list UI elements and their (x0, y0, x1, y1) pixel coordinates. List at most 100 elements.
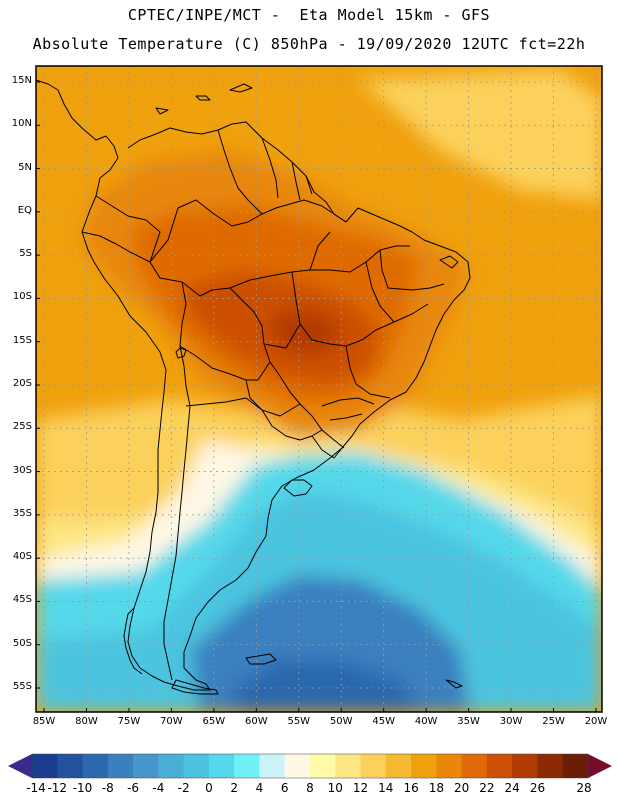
axis-ticks (36, 81, 597, 712)
colorbar-swatch (310, 754, 336, 778)
colorbar-swatch (32, 754, 58, 778)
colorbar-swatch (208, 754, 235, 778)
lat-label: 5S (19, 248, 32, 260)
lake-titicaca (175, 347, 187, 359)
colorbar-label: -2 (177, 781, 190, 795)
colorbar-label: 16 (403, 781, 419, 795)
title-line-2: Absolute Temperature (C) 850hPa - 19/09/… (32, 35, 586, 53)
field-mild-northeast (360, 70, 602, 200)
colorbar-label: -14 (26, 781, 46, 795)
lat-label: 5N (18, 161, 32, 173)
lat-label: 15S (12, 334, 32, 346)
lon-label: 80W (75, 716, 98, 727)
argentina-north-border (185, 397, 323, 441)
colorbar-label: 26 (529, 781, 546, 795)
south-georgia (445, 679, 463, 689)
colorbar-swatch (133, 754, 159, 778)
argentina-chile-border (163, 345, 191, 681)
lat-label: 30S (12, 464, 32, 476)
colorbar-swatch (562, 754, 589, 778)
colorbar-label: 2 (230, 781, 238, 795)
peru-ecuador-colombia-borders (81, 195, 161, 263)
lat-label: 35S (12, 507, 32, 519)
colorbar-swatch (360, 754, 387, 778)
caribbean-islands (155, 83, 253, 115)
lon-label: 55W (287, 716, 311, 727)
colorbar-label: -6 (127, 781, 140, 795)
colorbar-label: 22 (479, 781, 495, 795)
lon-label: 60W (244, 716, 268, 727)
south-america-outline (81, 157, 471, 691)
uruguay-border (311, 435, 343, 459)
lon-label: 85W (32, 716, 56, 727)
colorbar-swatch (385, 754, 412, 778)
colorbar-high-arrow (588, 754, 612, 778)
lon-label: 50W (329, 716, 353, 727)
central-america-coast (35, 79, 119, 159)
lon-label: 75W (117, 716, 141, 727)
lat-label: 40S (12, 551, 32, 563)
colorbar-swatch (259, 754, 286, 778)
colorbar-low-arrow (8, 754, 32, 778)
colorbar-swatch (486, 754, 513, 778)
malvinas-islands (245, 653, 277, 665)
lat-label: 15N (11, 75, 32, 86)
field-extreme-zone (270, 310, 340, 355)
colorbar-label: 18 (428, 781, 444, 795)
lon-label: 25W (542, 716, 565, 727)
coastlines-and-borders (35, 79, 471, 695)
lat-label: 55S (12, 681, 32, 692)
lat-label: 25S (12, 421, 32, 433)
southern-brazil-borders (321, 397, 375, 421)
colorbar-label: -8 (101, 781, 114, 795)
colorbar-swatch (512, 754, 538, 778)
colorbar-label: -10 (72, 781, 93, 795)
colorbar-swatch (411, 754, 437, 778)
maranhao-coast-islands (439, 255, 459, 269)
lat-label: 10S (12, 291, 32, 303)
colorbar-frame (31, 753, 589, 779)
colorbar-swatch (284, 754, 311, 778)
title-line-1: CPTEC/INPE/MCT - Eta Model 15km - GFS (127, 6, 491, 24)
colorbar-swatch (234, 754, 260, 778)
lat-label: 10N (11, 118, 32, 130)
colorbar-label: -4 (152, 781, 165, 795)
colorbar-label: 14 (378, 781, 394, 795)
lon-label: 20W (584, 716, 608, 727)
lon-label: 70W (160, 716, 183, 727)
lat-label: EQ (17, 204, 32, 216)
field-blue2-zone (230, 660, 420, 712)
colorbar-label: 0 (205, 781, 213, 795)
lon-label: 65W (202, 716, 226, 727)
colorbar (8, 753, 612, 779)
colorbar-swatch (82, 754, 109, 778)
colorbar-label: 8 (306, 781, 314, 795)
colorbar-label: 20 (453, 781, 470, 795)
colorbar-label: 28 (576, 781, 592, 795)
colorbar-swatch (158, 754, 185, 778)
map-frame (35, 65, 603, 713)
colorbar-label: 10 (327, 781, 343, 795)
colorbar-swatch (436, 754, 463, 778)
temperature-field (36, 66, 602, 712)
brazil-state-borders (229, 231, 445, 399)
colorbar-swatch (107, 754, 134, 778)
colorbar-label: 4 (255, 781, 264, 795)
lagoa-dos-patos (283, 479, 313, 497)
colorbar-swatch (461, 754, 488, 778)
colorbar-swatch (335, 754, 362, 778)
colorbar-swatch (183, 754, 210, 778)
lon-label: 40W (414, 716, 438, 727)
colorbar-label: 12 (352, 781, 369, 795)
lat-label: 20S (12, 378, 32, 389)
lon-label: 30W (499, 716, 523, 727)
venezuela-guyana-borders (217, 129, 313, 215)
colorbar-swatch (537, 754, 564, 778)
lon-label: 35W (457, 716, 480, 727)
colorbar-label: 24 (504, 781, 520, 795)
lat-lon-grid (36, 66, 602, 712)
tierra-del-fuego (171, 679, 219, 695)
caribbean-coast (127, 121, 347, 223)
lon-label: 45W (372, 716, 395, 727)
